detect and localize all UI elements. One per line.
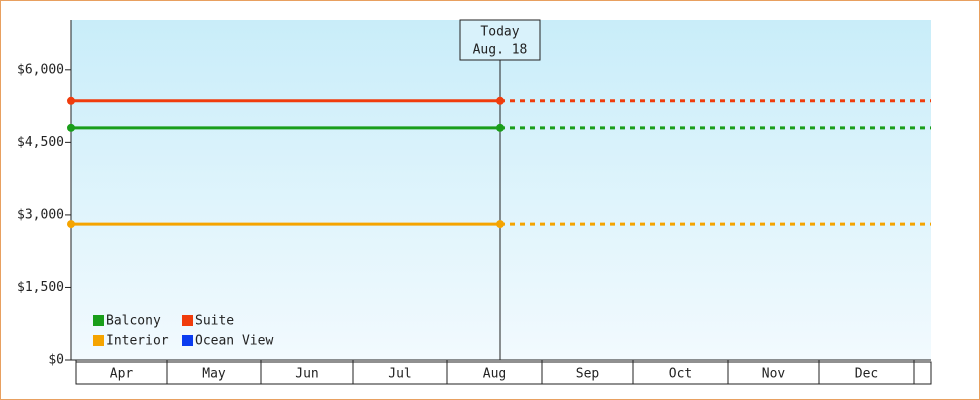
legend-swatch [93, 315, 104, 326]
legend-label: Interior [106, 334, 169, 349]
x-tick-label: Dec [855, 367, 878, 382]
point [67, 96, 75, 105]
legend-swatch [182, 315, 193, 326]
x-tick-label: Apr [110, 367, 134, 382]
legend-swatch [182, 335, 193, 346]
point [496, 220, 504, 229]
y-tick-label: $6,000 [17, 62, 64, 77]
x-tick-label: Sep [576, 367, 600, 382]
today-box [459, 19, 541, 61]
legend-swatch [93, 335, 104, 346]
today-label: Today [480, 25, 519, 40]
y-tick-label: $4,500 [17, 135, 64, 150]
x-tick-label: Oct [669, 367, 692, 382]
legend-label: Balcony [106, 314, 161, 329]
point [496, 123, 504, 132]
x-tick-label: Aug [483, 367, 506, 382]
x-tick-label: Nov [762, 367, 786, 382]
y-tick-label: $0 [48, 353, 64, 368]
point [67, 220, 75, 229]
x-tick-label: Jun [295, 367, 318, 382]
point [67, 123, 75, 132]
x-tick-label: Jul [388, 367, 411, 382]
y-tick-label: $1,500 [17, 280, 64, 295]
today-date: Aug. 18 [473, 43, 528, 58]
legend-label: Ocean View [195, 334, 273, 349]
legend-label: Suite [195, 314, 234, 329]
x-tick-label: May [202, 367, 226, 382]
plot-area [71, 20, 931, 360]
y-tick-label: $3,000 [17, 207, 64, 222]
point [496, 96, 504, 105]
